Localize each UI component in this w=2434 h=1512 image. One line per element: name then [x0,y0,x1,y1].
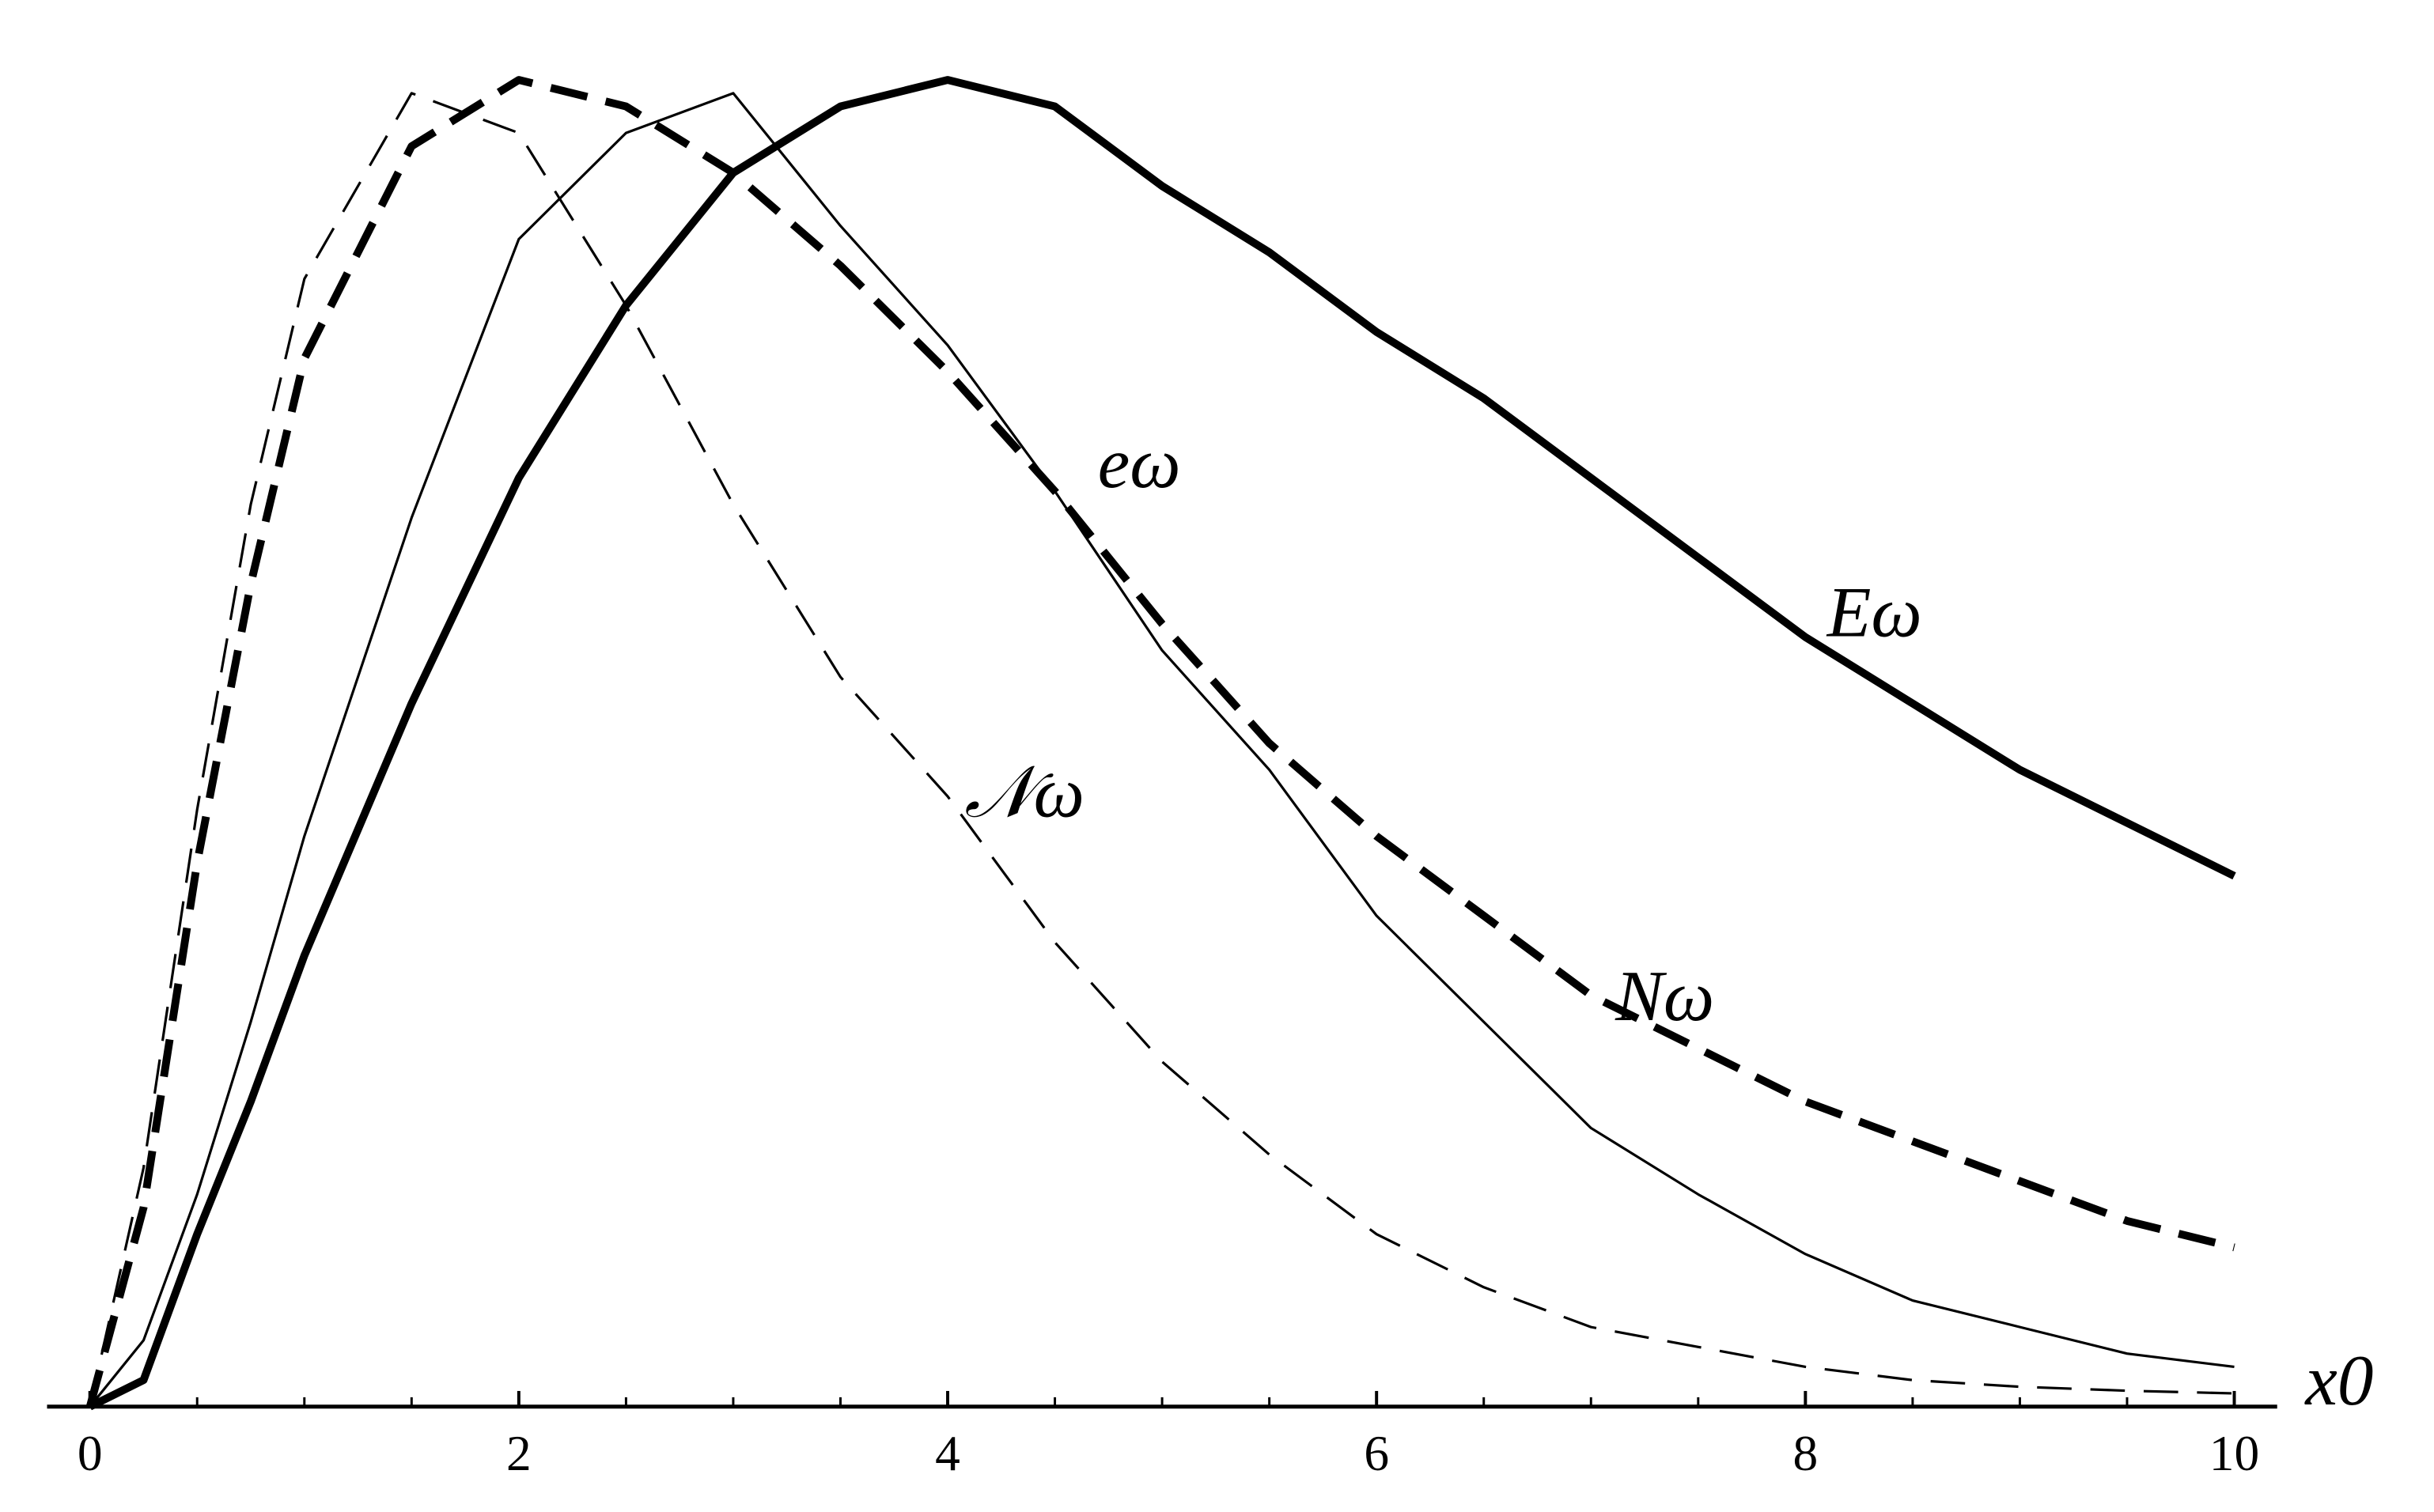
series-line [89,92,2235,1408]
series-line [89,92,2235,1408]
x-axis-label: x0 [2303,1340,2373,1420]
x-tick-label: 4 [935,1425,960,1481]
x-tick-label: 6 [1364,1425,1389,1481]
x-tick-label: 0 [78,1425,103,1481]
series-label: 𝒩ω [964,752,1085,832]
series-line [88,76,2236,1411]
x-tick-label: 8 [1792,1425,1818,1481]
series-line [85,76,2235,1408]
x-tick-label: 2 [506,1425,532,1481]
series-label: Eω [1826,572,1922,652]
series-label: eω [1098,423,1181,503]
series-label: Nω [1614,956,1714,1036]
x-tick-label: 10 [2209,1425,2259,1481]
